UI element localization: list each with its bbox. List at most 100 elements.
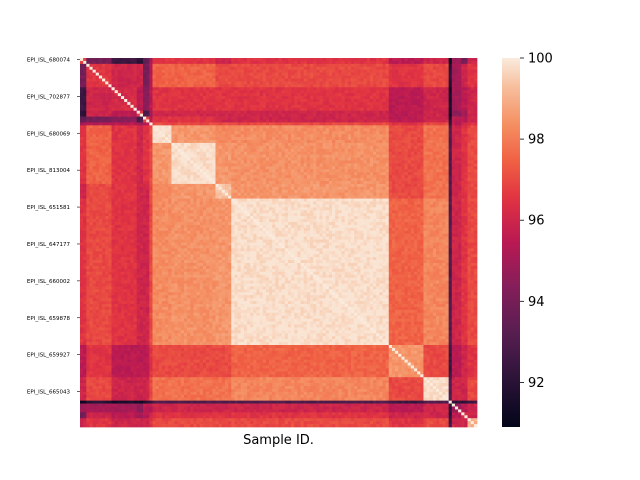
heatmap-cell xyxy=(451,163,456,167)
heatmap-cell xyxy=(120,125,125,129)
heatmap-cell xyxy=(231,169,235,173)
heatmap-cell xyxy=(426,96,431,100)
heatmap-cell xyxy=(180,134,185,138)
heatmap-cell xyxy=(376,58,380,62)
heatmap-cell xyxy=(398,113,402,117)
heatmap-cell xyxy=(80,101,84,106)
heatmap-cell xyxy=(202,151,207,155)
heatmap-cell xyxy=(124,140,128,144)
heatmap-cell xyxy=(146,84,150,88)
heatmap-cell xyxy=(133,163,138,167)
heatmap-cell xyxy=(215,72,219,76)
heatmap-cell xyxy=(108,160,112,164)
heatmap-cell xyxy=(177,107,182,112)
heatmap-cell xyxy=(95,145,100,150)
heatmap-cell xyxy=(407,72,412,76)
heatmap-cell xyxy=(187,90,191,94)
heatmap-cell xyxy=(407,142,412,147)
heatmap-cell xyxy=(152,58,156,62)
heatmap-cell xyxy=(212,157,216,161)
heatmap-cell xyxy=(155,160,160,164)
heatmap-cell xyxy=(284,78,289,82)
heatmap-cell xyxy=(347,163,352,167)
heatmap-cell xyxy=(234,99,238,103)
heatmap-cell xyxy=(313,142,317,147)
heatmap-cell xyxy=(139,128,144,132)
heatmap-cell xyxy=(363,125,368,129)
heatmap-cell xyxy=(180,63,185,68)
heatmap-cell xyxy=(448,84,453,88)
heatmap-cell xyxy=(168,63,172,68)
heatmap-cell xyxy=(212,58,216,62)
heatmap-cell xyxy=(291,60,295,65)
heatmap-cell xyxy=(108,166,112,170)
heatmap-cell xyxy=(316,58,320,62)
heatmap-cell xyxy=(102,151,106,155)
heatmap-cell xyxy=(322,119,327,123)
heatmap-cell xyxy=(165,110,169,114)
heatmap-cell xyxy=(92,140,97,144)
heatmap-cell xyxy=(86,145,90,150)
heatmap-cell xyxy=(281,122,286,126)
heatmap-cell xyxy=(325,99,330,103)
heatmap-cell xyxy=(344,107,349,112)
heatmap-cell xyxy=(190,125,194,129)
heatmap-cell xyxy=(338,93,342,97)
heatmap-cell xyxy=(127,137,131,141)
heatmap-cell xyxy=(143,128,147,132)
heatmap-cell xyxy=(306,142,311,147)
heatmap-cell xyxy=(105,116,109,120)
heatmap-cell xyxy=(124,81,128,85)
heatmap-cell xyxy=(448,110,453,114)
heatmap-cell xyxy=(281,90,286,94)
heatmap-cell xyxy=(470,151,475,155)
heatmap-cell xyxy=(357,84,361,88)
heatmap-cell xyxy=(158,90,163,94)
heatmap-cell xyxy=(95,107,100,112)
heatmap-cell xyxy=(344,101,349,106)
heatmap-cell xyxy=(240,101,245,106)
heatmap-cell xyxy=(347,60,352,65)
heatmap-cell xyxy=(451,101,456,106)
heatmap-cell xyxy=(287,151,292,155)
heatmap-cell xyxy=(379,145,383,150)
heatmap-cell xyxy=(240,75,245,79)
heatmap-cell xyxy=(454,131,459,135)
heatmap-cell xyxy=(341,84,346,88)
heatmap-cell xyxy=(278,93,282,97)
heatmap-cell xyxy=(310,125,314,129)
heatmap-cell xyxy=(350,166,355,170)
heatmap-cell xyxy=(413,58,418,62)
heatmap-cell xyxy=(89,169,93,173)
heatmap-cell xyxy=(442,131,446,135)
heatmap-cell xyxy=(316,134,320,138)
heatmap-cell xyxy=(294,101,298,106)
heatmap-cell xyxy=(83,90,87,94)
heatmap-cell xyxy=(187,113,191,117)
heatmap-cell xyxy=(328,128,333,132)
heatmap-cell xyxy=(391,81,396,85)
heatmap-cell xyxy=(209,131,213,135)
heatmap-cell xyxy=(92,148,97,153)
heatmap-cell xyxy=(347,154,352,158)
heatmap-cell xyxy=(187,172,191,176)
heatmap-cell xyxy=(303,58,308,62)
heatmap-cell xyxy=(363,163,368,167)
heatmap-cell xyxy=(146,169,150,173)
heatmap-cell xyxy=(354,157,358,161)
heatmap-cell xyxy=(250,101,254,106)
heatmap-cell xyxy=(92,119,97,123)
heatmap-cell xyxy=(111,60,116,65)
heatmap-cell xyxy=(240,63,245,68)
heatmap-cell xyxy=(237,134,242,138)
heatmap-cell xyxy=(180,87,185,91)
heatmap-cell xyxy=(322,160,327,164)
heatmap-cell xyxy=(250,99,254,103)
heatmap-cell xyxy=(464,58,468,62)
heatmap-cell xyxy=(382,96,386,100)
heatmap-cell xyxy=(376,134,380,138)
heatmap-cell xyxy=(158,84,163,88)
heatmap-cell xyxy=(234,131,238,135)
heatmap-cell xyxy=(80,128,84,132)
heatmap-cell xyxy=(335,169,339,173)
